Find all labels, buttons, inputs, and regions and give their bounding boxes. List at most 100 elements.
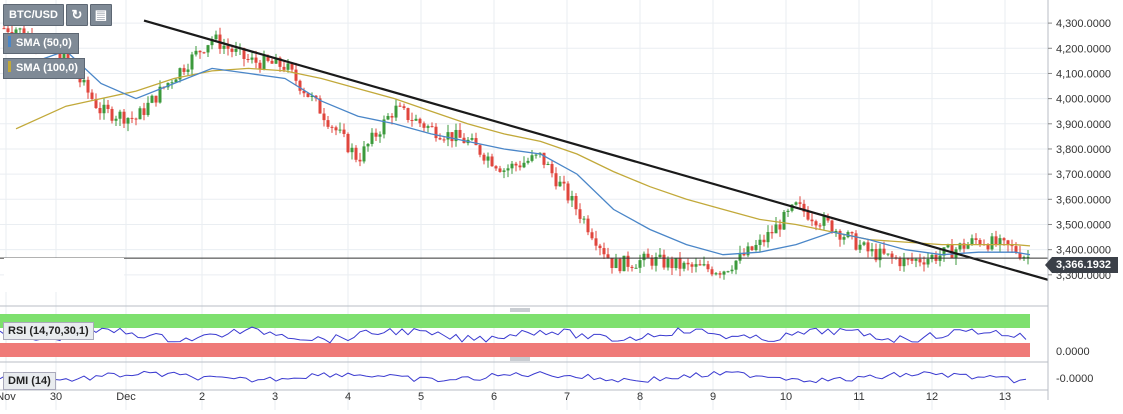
candle-body xyxy=(178,68,182,80)
candle-body xyxy=(278,57,282,67)
candle-body xyxy=(486,156,490,161)
candle-body xyxy=(710,269,714,275)
candle-body xyxy=(734,260,738,270)
candle-body xyxy=(622,255,626,272)
sma100-legend[interactable]: SMA (100,0) xyxy=(3,58,85,79)
candle-body xyxy=(990,236,994,250)
candle-body xyxy=(638,260,642,268)
refresh-icon[interactable]: ↻ xyxy=(65,4,88,26)
candle-body xyxy=(878,248,882,261)
candle-body xyxy=(650,257,654,266)
dmi-label[interactable]: DMI (14) xyxy=(3,372,56,390)
candle-body xyxy=(998,238,1002,245)
candle-body xyxy=(766,232,770,243)
rsi-overbought-zone xyxy=(0,314,1030,328)
candle-body xyxy=(110,108,114,121)
candle-body xyxy=(386,115,390,120)
candle-body xyxy=(298,80,302,91)
candle-body xyxy=(214,34,218,40)
candle-body xyxy=(686,262,690,265)
candle-body xyxy=(578,209,582,219)
x-tick-label: 4 xyxy=(345,391,351,403)
candle-body xyxy=(714,273,718,275)
candle-body xyxy=(330,126,334,128)
dmi-line xyxy=(0,370,1027,384)
candle-body xyxy=(366,143,370,147)
candle-body xyxy=(642,253,646,261)
candle-body xyxy=(838,230,842,240)
candle-body xyxy=(922,262,926,265)
candle-body xyxy=(262,55,266,70)
candle-body xyxy=(582,218,586,220)
candle-body xyxy=(558,181,562,187)
candle-body xyxy=(82,79,86,83)
y-tick-label: 3,600.0000 xyxy=(1056,194,1111,206)
candle-body xyxy=(410,120,414,122)
y-tick-label: 4,200.0000 xyxy=(1056,43,1111,55)
candle-body xyxy=(646,253,650,258)
candle-body xyxy=(378,134,382,137)
candle-body xyxy=(458,129,462,138)
candle-body xyxy=(830,220,834,233)
symbol-button[interactable]: BTC/USD xyxy=(3,4,64,26)
candle-body xyxy=(402,106,406,109)
rsi-oversold-zone xyxy=(0,343,1030,357)
candle-body xyxy=(470,138,474,140)
x-tick-label: 11 xyxy=(853,391,864,403)
candle-body xyxy=(454,129,458,142)
candle-body xyxy=(338,129,342,131)
candle-body xyxy=(630,266,634,268)
candle-body xyxy=(306,93,310,98)
sma50-legend[interactable]: SMA (50,0) xyxy=(3,33,79,54)
candle-body xyxy=(654,257,658,266)
candle-body xyxy=(850,232,854,234)
candle-body xyxy=(250,57,254,60)
candle-body xyxy=(254,57,258,63)
candle-body xyxy=(286,63,290,70)
candle-body xyxy=(138,108,142,120)
rsi-label[interactable]: RSI (14,70,30,1) xyxy=(3,322,94,340)
x-tick-label: 30 xyxy=(50,391,62,403)
candle-body xyxy=(778,224,782,230)
candle-body xyxy=(350,147,354,153)
candle-body xyxy=(782,211,786,230)
candle-body xyxy=(526,160,530,163)
candle-body xyxy=(310,95,314,98)
candle-body xyxy=(598,245,602,249)
candle-body xyxy=(814,221,818,226)
candle-body xyxy=(822,216,826,226)
candle-body xyxy=(422,123,426,128)
candle-body xyxy=(542,152,546,165)
candle-body xyxy=(326,120,330,127)
resize-handle xyxy=(510,308,530,312)
candle-body xyxy=(146,102,150,115)
candle-body xyxy=(258,62,262,70)
candle-body xyxy=(270,60,274,64)
candle-body xyxy=(354,147,358,160)
candle-body xyxy=(1014,246,1018,253)
candle-body xyxy=(342,129,346,134)
trendline xyxy=(143,19,1049,281)
candle-body xyxy=(786,210,790,212)
candle-body xyxy=(610,257,614,269)
x-tick-label: 8 xyxy=(637,391,643,403)
y-tick-label: 3,800.0000 xyxy=(1056,144,1111,156)
candle-body xyxy=(1010,245,1014,247)
candle-body xyxy=(374,132,378,137)
candle-body xyxy=(666,258,670,268)
candle-body xyxy=(522,162,526,168)
candle-body xyxy=(114,118,118,121)
candle-body xyxy=(926,259,930,265)
candle-body xyxy=(478,145,482,155)
candle-body xyxy=(230,48,234,52)
rsi-line xyxy=(0,326,1027,344)
candle-body xyxy=(294,69,298,81)
candle-body xyxy=(2,28,6,30)
candle-body xyxy=(618,258,622,272)
candle-body xyxy=(6,28,10,33)
candle-body xyxy=(86,79,90,93)
candle-body xyxy=(358,159,362,162)
calendar-icon[interactable]: ▤ xyxy=(89,4,112,26)
candle-body xyxy=(898,258,902,267)
